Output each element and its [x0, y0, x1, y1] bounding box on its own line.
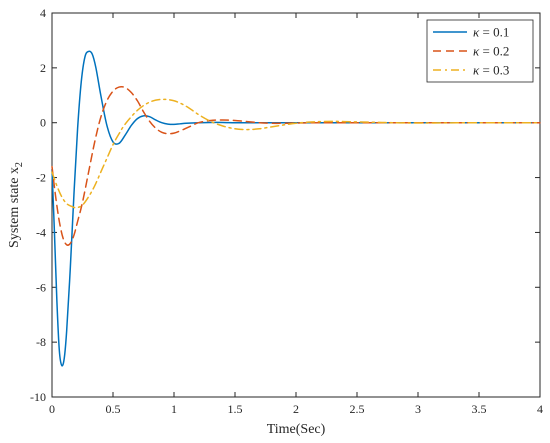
- legend-box: [426, 19, 534, 83]
- y-tick-label: -2: [36, 171, 46, 185]
- y-tick-label: 2: [40, 61, 46, 75]
- axis-ticks: [51, 12, 541, 398]
- x-tick-label: 4: [537, 402, 543, 416]
- y-tick-label: -10: [30, 390, 46, 404]
- x-tick-label: 3.5: [472, 402, 487, 416]
- y-axis-label-subscript: 2: [14, 162, 25, 167]
- y-tick-label: 4: [40, 6, 46, 20]
- y-axis-label-main: System state x: [7, 167, 22, 248]
- x-tick-label: 0: [49, 402, 55, 416]
- x-tick-label: 0.5: [106, 402, 121, 416]
- series-line-3: [51, 98, 541, 209]
- legend-label-3: κ = 0.3: [473, 63, 509, 78]
- legend: κ = 0.1 κ = 0.2 κ = 0.3: [426, 19, 534, 83]
- legend-label-2: κ = 0.2: [473, 44, 509, 59]
- series-line-1: [51, 50, 541, 367]
- plot-area: κ = 0.1 κ = 0.2 κ = 0.3: [51, 12, 541, 398]
- x-tick-label: 3: [415, 402, 421, 416]
- x-axis-label: Time(Sec): [267, 422, 326, 437]
- y-tick-labels: -10 -8 -6 -4 -2 0 2 4: [30, 6, 46, 404]
- y-axis-label: System state x2: [7, 162, 25, 248]
- x-tick-labels: 0 0.5 1 1.5 2 2.5 3 3.5 4: [49, 402, 543, 416]
- legend-label-1: κ = 0.1: [473, 25, 509, 40]
- x-tick-label: 1.5: [228, 402, 243, 416]
- y-tick-label: -4: [36, 225, 46, 239]
- x-tick-label: 1: [171, 402, 177, 416]
- series-line-2: [51, 85, 541, 246]
- series-lines: [51, 50, 541, 367]
- y-tick-label: 0: [40, 116, 46, 130]
- x-tick-label: 2: [293, 402, 299, 416]
- y-tick-label: -8: [36, 335, 46, 349]
- y-tick-label: -6: [36, 280, 46, 294]
- x-tick-label: 2.5: [350, 402, 365, 416]
